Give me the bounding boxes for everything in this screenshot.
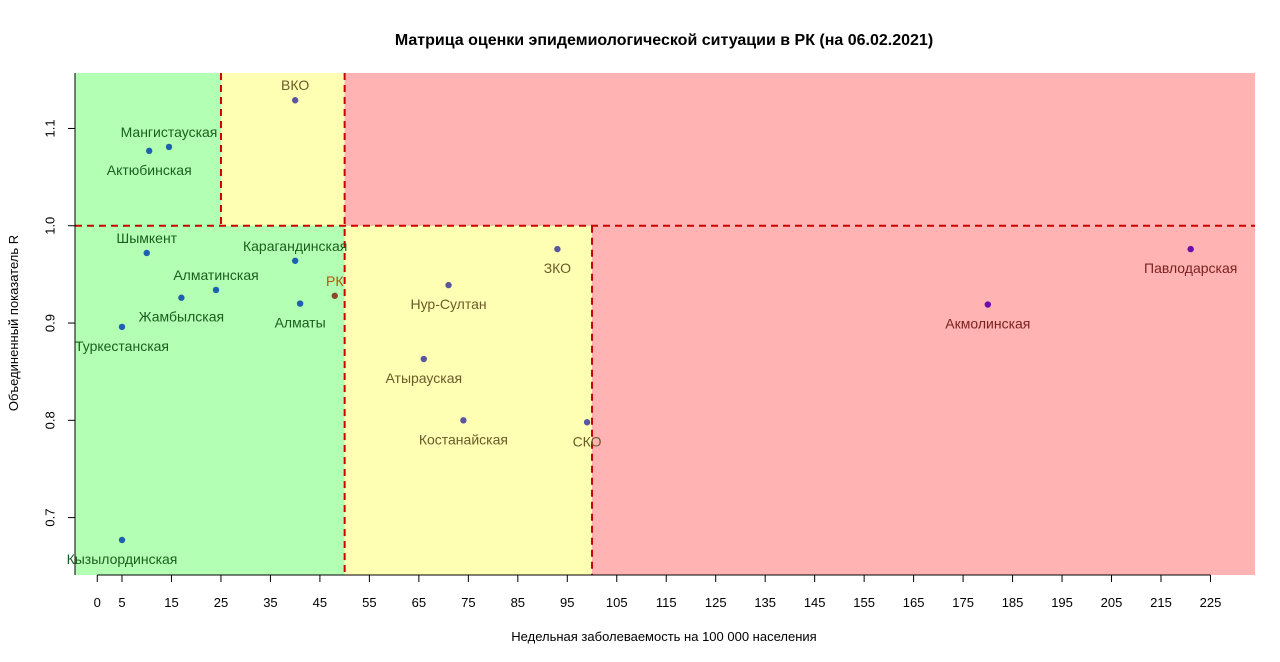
data-point <box>118 323 126 331</box>
data-point <box>984 301 992 308</box>
x-tick-label: 125 <box>705 595 727 610</box>
x-tick-label: 65 <box>412 595 426 610</box>
x-tick-label: 55 <box>362 595 376 610</box>
x-tick-label: 35 <box>263 595 277 610</box>
data-point <box>331 292 338 299</box>
x-tick-label: 205 <box>1101 595 1123 610</box>
x-tick-label: 195 <box>1051 595 1073 610</box>
x-tick-label: 225 <box>1200 595 1222 610</box>
data-point <box>291 257 299 264</box>
data-points <box>118 97 1194 544</box>
point-label: Алматинская <box>173 267 258 283</box>
point-labels: ВКО Мангистауская Актюбинская Шымкент Карага… <box>67 77 1238 567</box>
data-point <box>296 300 304 307</box>
y-tick-label: 0.7 <box>43 509 58 527</box>
data-point <box>460 417 467 424</box>
x-tick-label: 45 <box>313 595 327 610</box>
data-point <box>178 294 185 301</box>
threshold-lines <box>75 73 1255 575</box>
point-label: Шымкент <box>116 230 177 246</box>
data-point <box>165 143 173 151</box>
y-tick-label: 1.0 <box>43 217 58 235</box>
x-tick-label: 95 <box>560 595 574 610</box>
zone-backgrounds <box>75 73 1255 576</box>
x-tick-label: 165 <box>903 595 925 610</box>
point-label: Карагандинская <box>243 238 347 254</box>
data-point <box>1187 245 1194 253</box>
point-label: ЗКО <box>544 260 571 276</box>
data-point <box>143 249 150 257</box>
data-point <box>118 536 126 544</box>
y-axis-label: Объединенный показатель R <box>6 235 21 411</box>
point-label: Актюбинская <box>107 162 192 178</box>
x-tick-label: 105 <box>606 595 628 610</box>
zone-rect-3 <box>344 73 1255 226</box>
y-tick-label: 0.8 <box>43 411 58 429</box>
y-tick-label: 1.1 <box>43 119 58 137</box>
x-axis-label: Недельная заболеваемость на 100 000 насе… <box>511 629 816 644</box>
zone-rect-4 <box>592 225 1255 576</box>
data-point <box>291 97 299 104</box>
x-tick-label: 15 <box>164 595 178 610</box>
zone-rect-2 <box>344 225 593 576</box>
point-label: Павлодарская <box>1144 260 1237 276</box>
point-label: Атырауская <box>386 370 463 386</box>
data-point <box>554 245 561 253</box>
x-tick-label: 175 <box>952 595 974 610</box>
x-tick-label: 0 <box>94 595 101 610</box>
data-point <box>146 147 153 155</box>
x-tick-label: 185 <box>1002 595 1024 610</box>
data-point <box>420 355 428 363</box>
x-tick-label: 155 <box>853 595 875 610</box>
x-tick-label: 215 <box>1150 595 1172 610</box>
point-label: Жамбылская <box>139 309 224 325</box>
point-label: Акмолинская <box>945 316 1030 332</box>
x-tick-label: 85 <box>511 595 525 610</box>
y-tick-label: 0.9 <box>43 314 58 332</box>
point-label: ВКО <box>281 77 309 93</box>
point-label: Костанайская <box>419 431 508 447</box>
data-point <box>445 281 452 289</box>
point-label: Мангистауская <box>121 124 218 140</box>
point-label: Туркестанская <box>75 338 169 354</box>
point-label: РК <box>326 273 344 289</box>
point-label: СКО <box>573 433 602 449</box>
point-label: Кызылординская <box>67 551 178 567</box>
data-point <box>212 286 220 294</box>
data-point <box>583 419 591 426</box>
x-tick-label: 135 <box>754 595 776 610</box>
point-label: Нур-Султан <box>410 296 486 312</box>
x-tick-label: 25 <box>214 595 228 610</box>
x-tick-label: 145 <box>804 595 826 610</box>
point-label: Алматы <box>275 315 326 331</box>
axes: 0 5 15 25 35 45 55 65 75 85 95 105 115 125 135 145 155 16… <box>43 73 1222 610</box>
zone-rect-1 <box>220 73 345 226</box>
x-tick-label: 5 <box>118 595 125 610</box>
x-tick-label: 115 <box>656 595 677 610</box>
x-tick-label: 75 <box>461 595 475 610</box>
chart-title: Матрица оценки эпидемиологической ситуац… <box>395 32 933 49</box>
